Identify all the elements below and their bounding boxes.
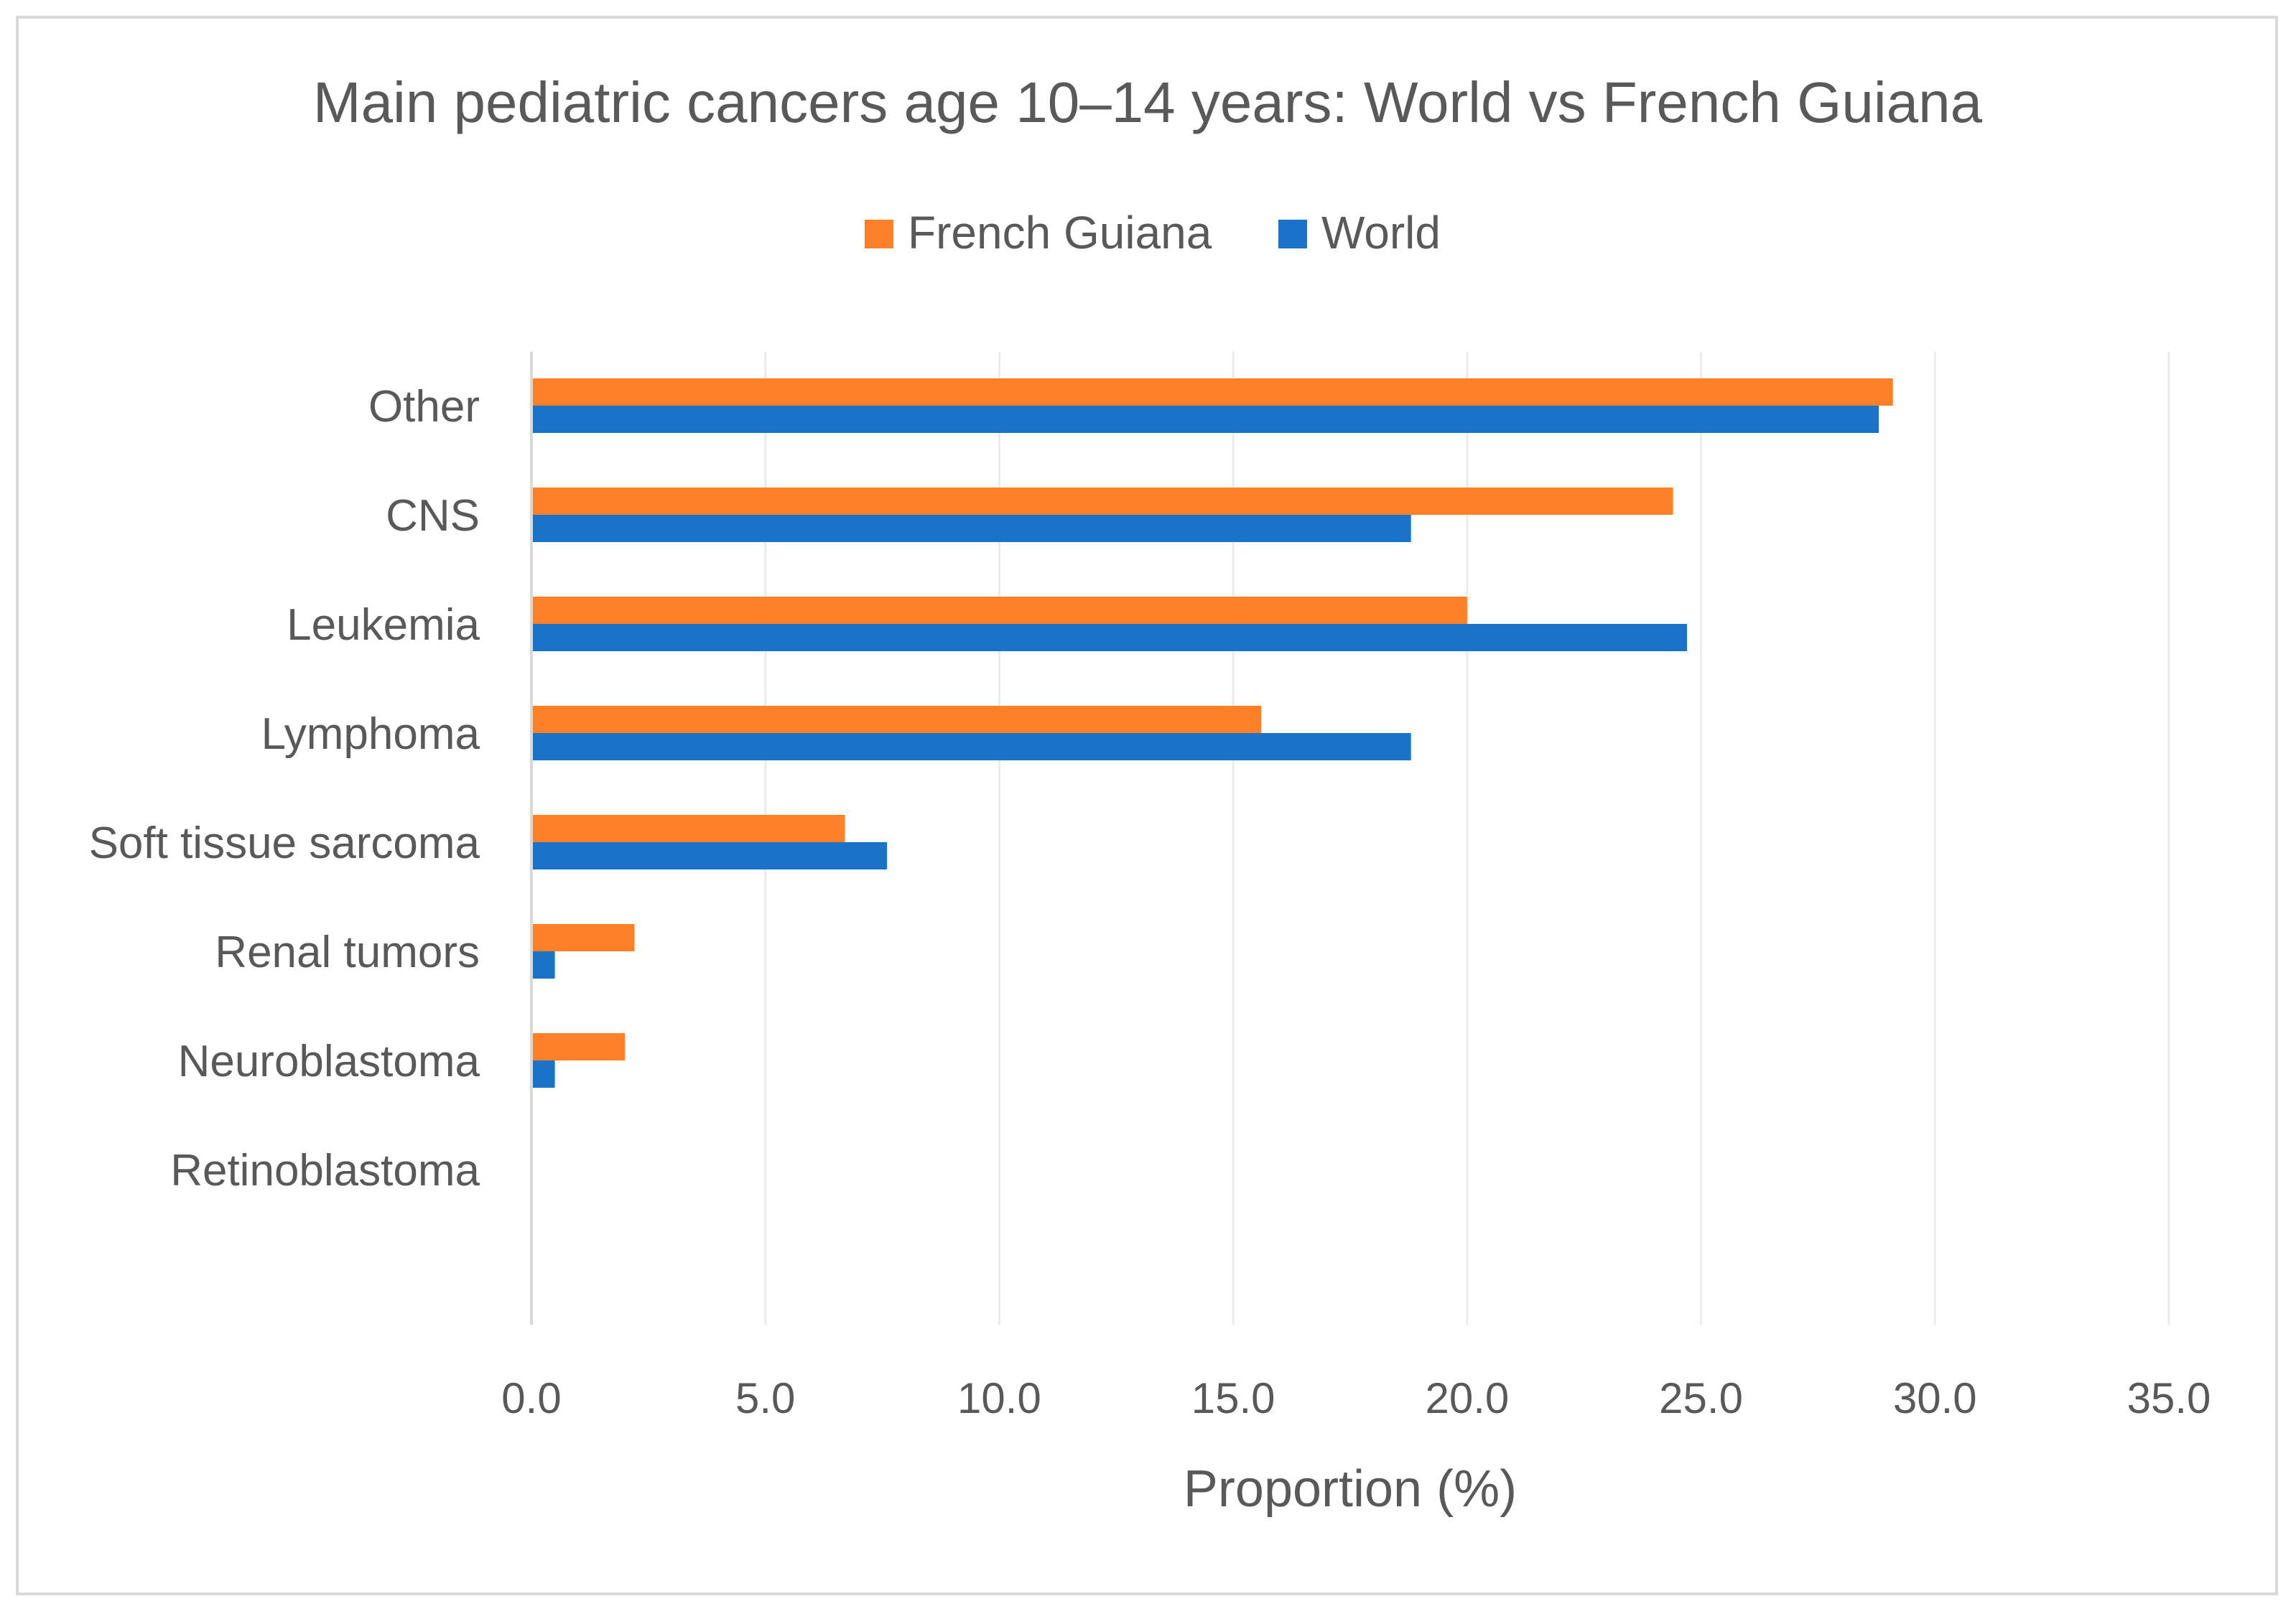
x-axis-title: Proportion (%) <box>1184 1460 1517 1518</box>
x-tick-label-35-0: 35.0 <box>2127 1374 2211 1422</box>
bar-french-guiana-leukemia <box>531 597 1467 624</box>
category-label-other: Other <box>368 382 480 432</box>
bar-world-other <box>531 406 1879 433</box>
category-label-leukemia: Leukemia <box>287 600 480 650</box>
x-tick-label-5-0: 5.0 <box>735 1374 795 1422</box>
bar-french-guiana-lymphoma <box>531 706 1262 733</box>
x-tick-label-25-0: 25.0 <box>1659 1374 1743 1422</box>
legend-swatch-french-guiana <box>865 220 893 248</box>
bar-world-lymphoma <box>531 733 1411 760</box>
bar-world-soft-tissue-sarcoma <box>531 842 888 869</box>
bar-french-guiana-renal-tumors <box>531 924 635 951</box>
bar-french-guiana-cns <box>531 488 1673 515</box>
category-labels: Other CNS Leukemia Lymphoma Soft tissue sarc… <box>89 382 480 1195</box>
category-label-retinoblastoma: Retinoblastoma <box>170 1146 480 1195</box>
legend-label-french-guiana: French Guiana <box>908 207 1212 258</box>
chart-frame <box>16 16 2278 1595</box>
legend-swatch-world <box>1278 220 1307 248</box>
category-label-neuroblastoma: Neuroblastoma <box>178 1037 480 1086</box>
x-axis-ticks: 0.0 5.0 10.0 15.0 20.0 25.0 30.0 35.0 <box>501 1374 2211 1422</box>
bar-world-renal-tumors <box>531 951 555 979</box>
bars <box>531 378 1893 1088</box>
x-tick-label-15-0: 15.0 <box>1191 1374 1275 1422</box>
category-label-renal-tumors: Renal tumors <box>215 928 480 977</box>
bar-french-guiana-neuroblastoma <box>531 1033 626 1060</box>
x-tick-label-10-0: 10.0 <box>957 1374 1041 1422</box>
x-tick-label-30-0: 30.0 <box>1893 1374 1977 1422</box>
bar-world-neuroblastoma <box>531 1060 555 1088</box>
category-label-lymphoma: Lymphoma <box>261 709 480 759</box>
legend: French Guiana World <box>865 207 1441 258</box>
category-label-soft-tissue-sarcoma: Soft tissue sarcoma <box>89 818 480 868</box>
x-tick-label-0-0: 0.0 <box>501 1374 561 1422</box>
chart-title: Main pediatric cancers age 10–14 years: … <box>313 70 1983 134</box>
bar-world-cns <box>531 515 1411 542</box>
bar-world-leukemia <box>531 624 1688 651</box>
category-label-cns: CNS <box>386 491 480 541</box>
x-tick-label-20-0: 20.0 <box>1425 1374 1509 1422</box>
bar-french-guiana-other <box>531 378 1893 406</box>
bar-french-guiana-soft-tissue-sarcoma <box>531 815 845 842</box>
legend-label-world: World <box>1321 207 1441 258</box>
